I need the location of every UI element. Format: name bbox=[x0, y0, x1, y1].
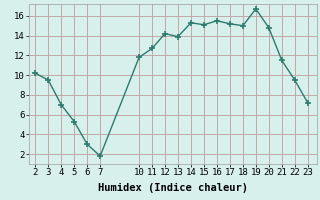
X-axis label: Humidex (Indice chaleur): Humidex (Indice chaleur) bbox=[98, 183, 248, 193]
